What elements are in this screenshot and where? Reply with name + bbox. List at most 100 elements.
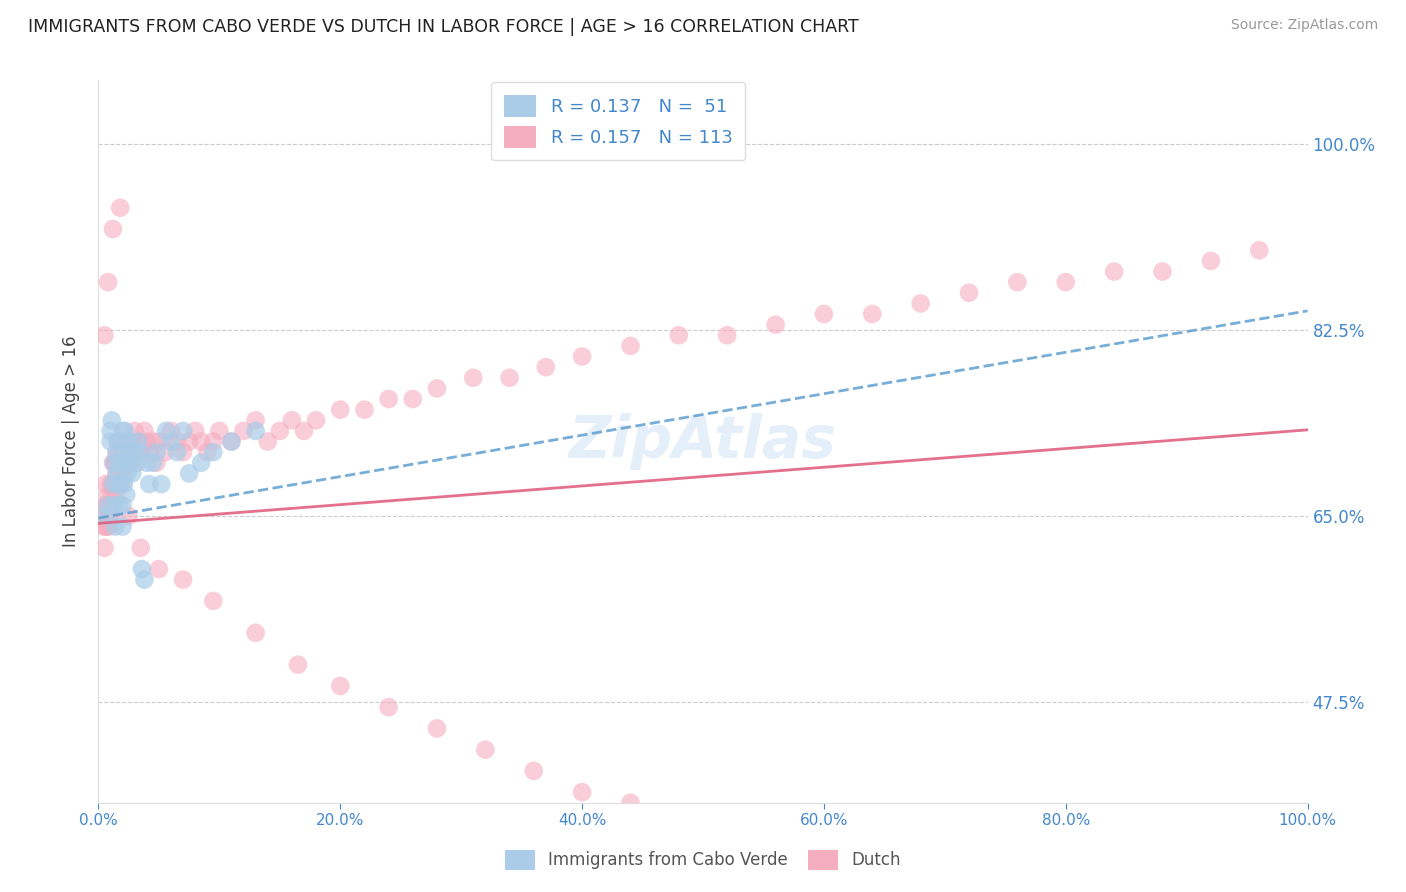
Point (281, 413, 304, 427)
Point (202, 434, 225, 449)
Point (103, 498, 125, 512)
Point (145, 445, 167, 459)
Point (112, 445, 135, 459)
Point (131, 562, 153, 576)
Point (107, 477, 129, 491)
Point (245, 424, 267, 438)
Point (110, 456, 132, 470)
Point (103, 456, 125, 470)
Point (287, 657, 309, 672)
Point (97, 275, 120, 289)
Point (1054, 275, 1077, 289)
Point (426, 722, 449, 736)
Point (93, 541, 115, 555)
Point (98, 519, 121, 533)
Point (114, 456, 136, 470)
Point (97, 488, 120, 502)
Point (105, 467, 128, 481)
Point (800, 828, 823, 842)
Point (148, 562, 170, 576)
Point (202, 594, 225, 608)
Point (107, 434, 129, 449)
Point (131, 445, 153, 459)
Point (128, 445, 150, 459)
Point (353, 402, 375, 417)
Point (112, 445, 135, 459)
Point (957, 285, 980, 300)
Text: IMMIGRANTS FROM CABO VERDE VS DUTCH IN LABOR FORCE | AGE > 16 CORRELATION CHART: IMMIGRANTS FROM CABO VERDE VS DUTCH IN L… (28, 18, 859, 36)
Point (94, 477, 117, 491)
Point (93, 498, 115, 512)
Point (292, 424, 315, 438)
Point (108, 456, 131, 470)
Point (111, 456, 134, 470)
Point (134, 573, 156, 587)
Point (179, 467, 201, 481)
Point (125, 456, 148, 470)
Point (100, 498, 122, 512)
Point (124, 424, 146, 438)
Point (256, 434, 278, 449)
Point (93, 508, 115, 523)
Y-axis label: In Labor Force | Age > 16: In Labor Force | Age > 16 (62, 335, 80, 548)
Point (114, 424, 136, 438)
Point (305, 413, 328, 427)
Point (108, 498, 131, 512)
Point (93, 328, 115, 343)
Point (101, 477, 124, 491)
Point (100, 424, 122, 438)
Point (619, 339, 641, 353)
Point (118, 434, 141, 449)
Point (108, 201, 131, 215)
Point (105, 445, 128, 459)
Point (571, 350, 593, 364)
Point (104, 456, 127, 470)
Point (813, 307, 835, 321)
Point (765, 318, 787, 332)
Point (474, 742, 496, 756)
Point (117, 445, 139, 459)
Point (104, 488, 127, 502)
Point (127, 434, 149, 449)
Point (716, 328, 738, 343)
Point (112, 477, 135, 491)
Point (172, 573, 194, 587)
Point (1199, 254, 1222, 268)
Point (129, 541, 152, 555)
Point (523, 764, 546, 778)
Point (190, 434, 212, 449)
Point (110, 456, 132, 470)
Point (232, 424, 254, 438)
Point (740, 817, 762, 831)
Point (860, 838, 883, 853)
Point (619, 796, 641, 810)
Point (111, 498, 134, 512)
Point (100, 434, 122, 449)
Point (107, 456, 129, 470)
Point (269, 424, 291, 438)
Point (101, 477, 124, 491)
Point (100, 477, 122, 491)
Point (245, 625, 267, 640)
Point (166, 434, 188, 449)
Point (115, 456, 138, 470)
Point (142, 456, 165, 470)
Point (108, 434, 131, 449)
Point (571, 785, 593, 799)
Point (160, 424, 183, 438)
Point (94, 519, 117, 533)
Point (208, 424, 231, 438)
Point (101, 222, 124, 236)
Point (108, 434, 131, 449)
Point (115, 488, 138, 502)
Point (118, 456, 141, 470)
Point (97, 498, 120, 512)
Point (118, 445, 141, 459)
Point (910, 296, 932, 310)
Point (534, 360, 557, 375)
Point (111, 477, 134, 491)
Point (155, 424, 177, 438)
Point (377, 392, 399, 406)
Point (138, 445, 160, 459)
Point (202, 445, 225, 459)
